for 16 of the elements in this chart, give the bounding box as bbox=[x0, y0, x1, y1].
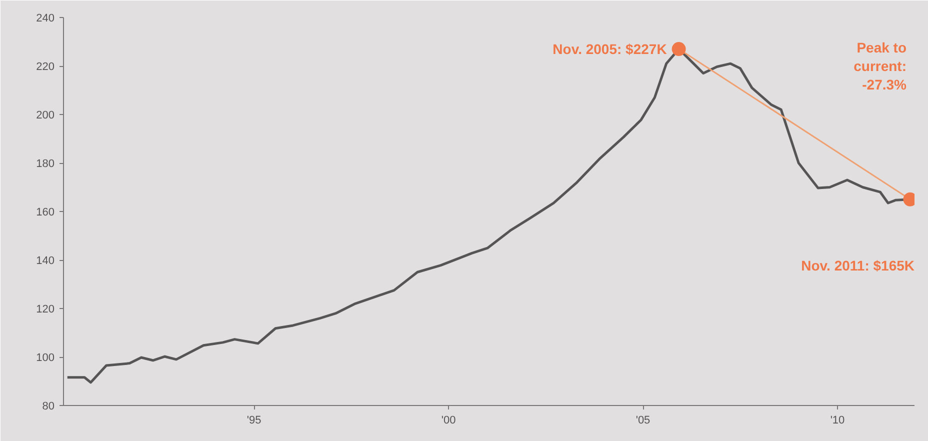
y-tick-label: 100 bbox=[36, 352, 55, 364]
x-tick-label: '05 bbox=[636, 414, 650, 426]
x-tick-label: '00 bbox=[441, 414, 456, 426]
x-tick-label: '95 bbox=[246, 414, 262, 426]
y-tick-label: 240 bbox=[36, 12, 55, 24]
annotation: Nov. 2011: $165K bbox=[801, 258, 915, 274]
annotation: Peak to current: -27.3% bbox=[854, 40, 908, 92]
y-tick-label: 80 bbox=[42, 400, 55, 412]
y-tick-label: 160 bbox=[36, 206, 55, 218]
y-tick-label: 180 bbox=[36, 158, 55, 170]
y-tick-label: 220 bbox=[36, 61, 55, 73]
y-tick-label: 200 bbox=[36, 110, 55, 122]
y-tick-label: 140 bbox=[36, 255, 55, 267]
x-tick-label: '10 bbox=[830, 414, 845, 426]
y-tick-label: 120 bbox=[36, 304, 55, 316]
annotation: Nov. 2005: $227K bbox=[552, 41, 667, 58]
